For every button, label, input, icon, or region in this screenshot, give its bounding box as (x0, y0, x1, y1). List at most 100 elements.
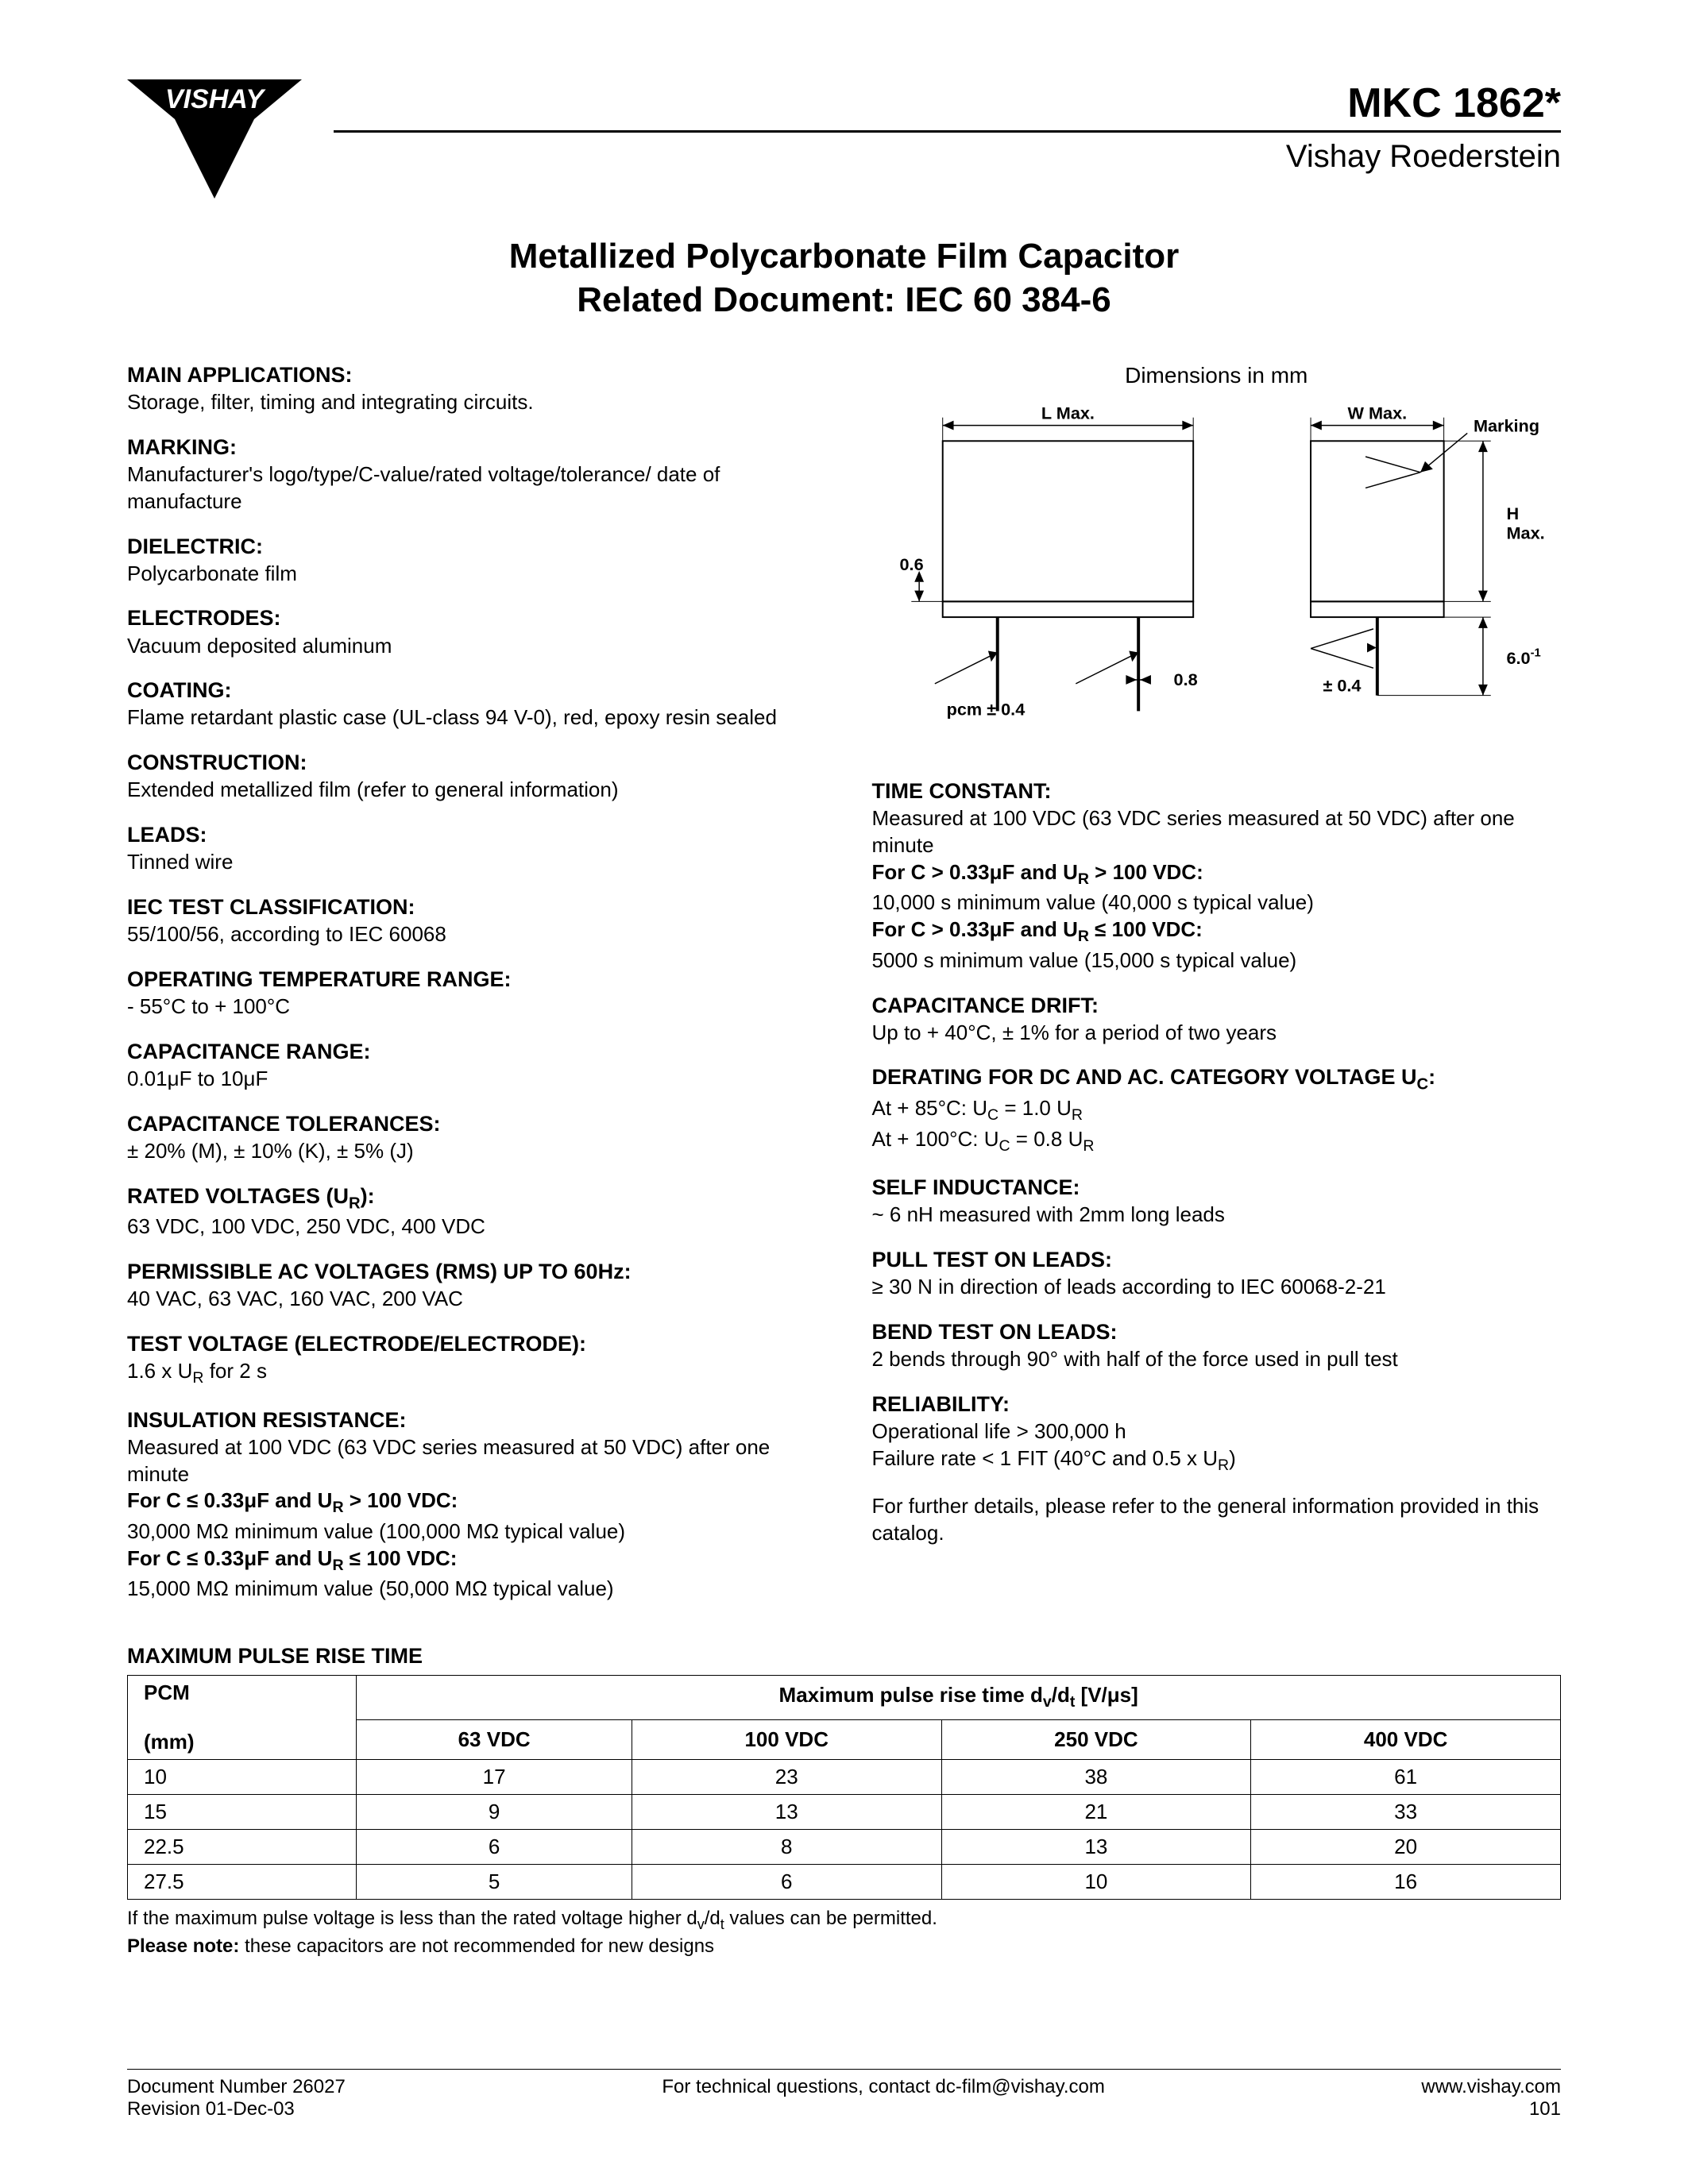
spec-label: SELF INDUCTANCE: (872, 1174, 1562, 1202)
time-constant: TIME CONSTANT: Measured at 100 VDC (63 V… (872, 778, 1562, 974)
logo-text: VISHAY (165, 84, 266, 114)
spec-block: DIELECTRIC:Polycarbonate film (127, 533, 817, 588)
spec-value: 0.01μF to 10μF (127, 1066, 817, 1093)
svg-text:± 0.4: ± 0.4 (1323, 676, 1361, 696)
spec-label: IEC TEST CLASSIFICATION: (127, 893, 817, 921)
spec-label: PERMISSIBLE AC VOLTAGES (RMS) UP TO 60Hz… (127, 1258, 817, 1286)
table-header: 250 VDC (941, 1719, 1251, 1759)
spec-block: RATED VOLTAGES (UR):63 VDC, 100 VDC, 250… (127, 1183, 817, 1241)
table-cell: 6 (357, 1829, 632, 1864)
spec-value: 1.6 x UR for 2 s (127, 1358, 817, 1389)
front-view-icon: L Max. 0.6 pcm (899, 403, 1197, 720)
spec-block: TEST VOLTAGE (ELECTRODE/ELECTRODE):1.6 x… (127, 1330, 817, 1389)
spec-block: IEC TEST CLASSIFICATION:55/100/56, accor… (127, 893, 817, 948)
table-row: 159132133 (128, 1794, 1561, 1829)
spec-value: Manufacturer's logo/type/C-value/rated v… (127, 461, 817, 515)
pulse-rise-table: PCM (mm) Maximum pulse rise time dv/dt [… (127, 1675, 1561, 1900)
table-header-row: PCM (mm) Maximum pulse rise time dv/dt [… (128, 1675, 1561, 1719)
vishay-logo: VISHAY (127, 79, 302, 210)
title-block: Metallized Polycarbonate Film Capacitor … (127, 234, 1561, 322)
svg-text:Marking: Marking (1473, 416, 1539, 436)
spec-block: COATING:Flame retardant plastic case (UL… (127, 677, 817, 731)
spec-label: COATING: (127, 677, 817, 704)
reliability: RELIABILITY: Operational life > 300,000 … (872, 1391, 1562, 1476)
spec-value: Flame retardant plastic case (UL-class 9… (127, 704, 817, 731)
svg-text:W Max.: W Max. (1347, 403, 1407, 423)
table-cell: 27.5 (128, 1864, 357, 1899)
spec-value: ± 20% (M), ± 10% (K), ± 5% (J) (127, 1138, 817, 1165)
spec-block: BEND TEST ON LEADS:2 bends through 90° w… (872, 1318, 1562, 1373)
spec-block: ELECTRODES:Vacuum deposited aluminum (127, 604, 817, 659)
spec-value: Polycarbonate film (127, 561, 817, 588)
spec-condition: For C > 0.33μF and UR > 100 VDC: (872, 859, 1562, 890)
spec-value: Vacuum deposited aluminum (127, 633, 817, 660)
spec-value: For further details, please refer to the… (872, 1493, 1562, 1547)
spec-value: - 55°C to + 100°C (127, 994, 817, 1021)
spec-block: SELF INDUCTANCE:~ 6 nH measured with 2mm… (872, 1174, 1562, 1229)
spec-label: OPERATING TEMPERATURE RANGE: (127, 966, 817, 994)
spec-label: PULL TEST ON LEADS: (872, 1246, 1562, 1274)
header-right: MKC 1862* Vishay Roederstein (334, 79, 1561, 175)
spec-label: MARKING: (127, 434, 817, 461)
derating: DERATING FOR DC AND AC. CATEGORY VOLTAGE… (872, 1063, 1562, 1156)
spec-value: Failure rate < 1 FIT (40°C and 0.5 x UR) (872, 1445, 1562, 1476)
svg-text:H: H (1506, 504, 1519, 523)
spec-block: CONSTRUCTION:Extended metallized film (r… (127, 749, 817, 804)
table-cell: 10 (128, 1759, 357, 1794)
spec-value: 10,000 s minimum value (40,000 s typical… (872, 889, 1562, 916)
table-header: Maximum pulse rise time dv/dt [V/μs] (357, 1675, 1561, 1719)
spec-block: LEADS:Tinned wire (127, 821, 817, 876)
table-cell: 9 (357, 1794, 632, 1829)
table-cell: 17 (357, 1759, 632, 1794)
content-columns: MAIN APPLICATIONS:Storage, filter, timin… (127, 361, 1561, 1620)
dimension-diagram: L Max. 0.6 pcm (872, 402, 1562, 738)
spec-value: ≥ 30 N in direction of leads according t… (872, 1274, 1562, 1301)
spec-label: CAPACITANCE TOLERANCES: (127, 1110, 817, 1138)
header-rule (334, 130, 1561, 133)
spec-value: Measured at 100 VDC (63 VDC series measu… (872, 805, 1562, 859)
spec-block: CAPACITANCE TOLERANCES:± 20% (M), ± 10% … (127, 1110, 817, 1165)
spec-block: PULL TEST ON LEADS:≥ 30 N in direction o… (872, 1246, 1562, 1301)
spec-label: RELIABILITY: (872, 1391, 1562, 1418)
spec-label: LEADS: (127, 821, 817, 849)
title-line-1: Metallized Polycarbonate Film Capacitor (127, 234, 1561, 278)
table-cell: 38 (941, 1759, 1251, 1794)
spec-value: Operational life > 300,000 h (872, 1418, 1562, 1445)
table-header: PCM (mm) (128, 1675, 357, 1759)
svg-text:6.0-1: 6.0-1 (1506, 647, 1540, 669)
spec-block: CAPACITANCE RANGE:0.01μF to 10μF (127, 1038, 817, 1093)
table-cell: 6 (632, 1864, 941, 1899)
table-cell: 21 (941, 1794, 1251, 1829)
table-cell: 16 (1251, 1864, 1561, 1899)
spec-label: ELECTRODES: (127, 604, 817, 632)
spec-label: MAIN APPLICATIONS: (127, 361, 817, 389)
spec-block: MAIN APPLICATIONS:Storage, filter, timin… (127, 361, 817, 416)
diagram-caption: Dimensions in mm (872, 361, 1562, 390)
pulse-table-title: MAXIMUM PULSE RISE TIME (127, 1644, 1561, 1669)
footer-center: For technical questions, contact dc-film… (662, 2076, 1104, 2120)
table-header: 63 VDC (357, 1719, 632, 1759)
table-cell: 8 (632, 1829, 941, 1864)
spec-value: Up to + 40°C, ± 1% for a period of two y… (872, 1020, 1562, 1047)
spec-label: INSULATION RESISTANCE: (127, 1406, 817, 1434)
spec-label: BEND TEST ON LEADS: (872, 1318, 1562, 1346)
spec-block: CAPACITANCE DRIFT:Up to + 40°C, ± 1% for… (872, 992, 1562, 1047)
spec-value: At + 100°C: UC = 0.8 UR (872, 1126, 1562, 1157)
spec-block: PERMISSIBLE AC VOLTAGES (RMS) UP TO 60Hz… (127, 1258, 817, 1313)
further-details: For further details, please refer to the… (872, 1493, 1562, 1547)
table-cell: 23 (632, 1759, 941, 1794)
spec-value: 2 bends through 90° with half of the for… (872, 1346, 1562, 1373)
table-footnote: If the maximum pulse voltage is less tha… (127, 1906, 1561, 1958)
svg-text:0.6: 0.6 (899, 554, 923, 574)
spec-label: CAPACITANCE DRIFT: (872, 992, 1562, 1020)
svg-text:0.8: 0.8 (1173, 669, 1197, 689)
spec-label: RATED VOLTAGES (UR): (127, 1183, 817, 1214)
table-cell: 20 (1251, 1829, 1561, 1864)
product-code: MKC 1862* (334, 79, 1561, 127)
spec-label: TIME CONSTANT: (872, 778, 1562, 805)
right-column: Dimensions in mm L Max. (872, 361, 1562, 1620)
spec-value: Tinned wire (127, 849, 817, 876)
table-header: 100 VDC (632, 1719, 941, 1759)
spec-condition: For C ≤ 0.33μF and UR > 100 VDC: (127, 1488, 817, 1518)
spec-condition: For C > 0.33μF and UR ≤ 100 VDC: (872, 916, 1562, 947)
